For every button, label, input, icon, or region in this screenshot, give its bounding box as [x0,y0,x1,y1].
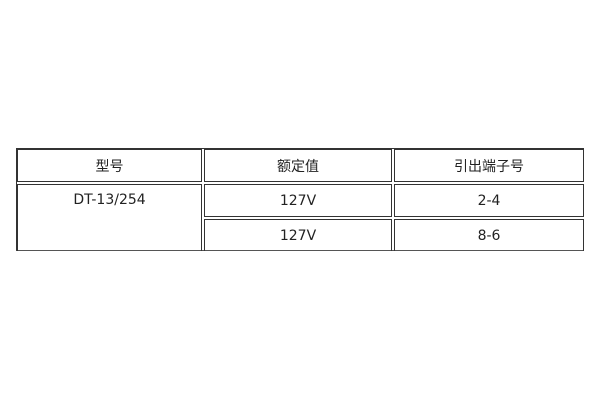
cell-model: DT-13/254 [17,184,202,251]
cell-rating-1: 127V [204,184,392,217]
cell-rating-2: 127V [204,219,392,251]
header-model: 型号 [17,149,202,182]
cell-terminals-1: 2-4 [394,184,584,217]
spec-table [16,148,584,251]
header-terminals: 引出端子号 [394,149,584,182]
cell-terminals-2: 8-6 [394,219,584,251]
header-rating: 额定值 [204,149,392,182]
